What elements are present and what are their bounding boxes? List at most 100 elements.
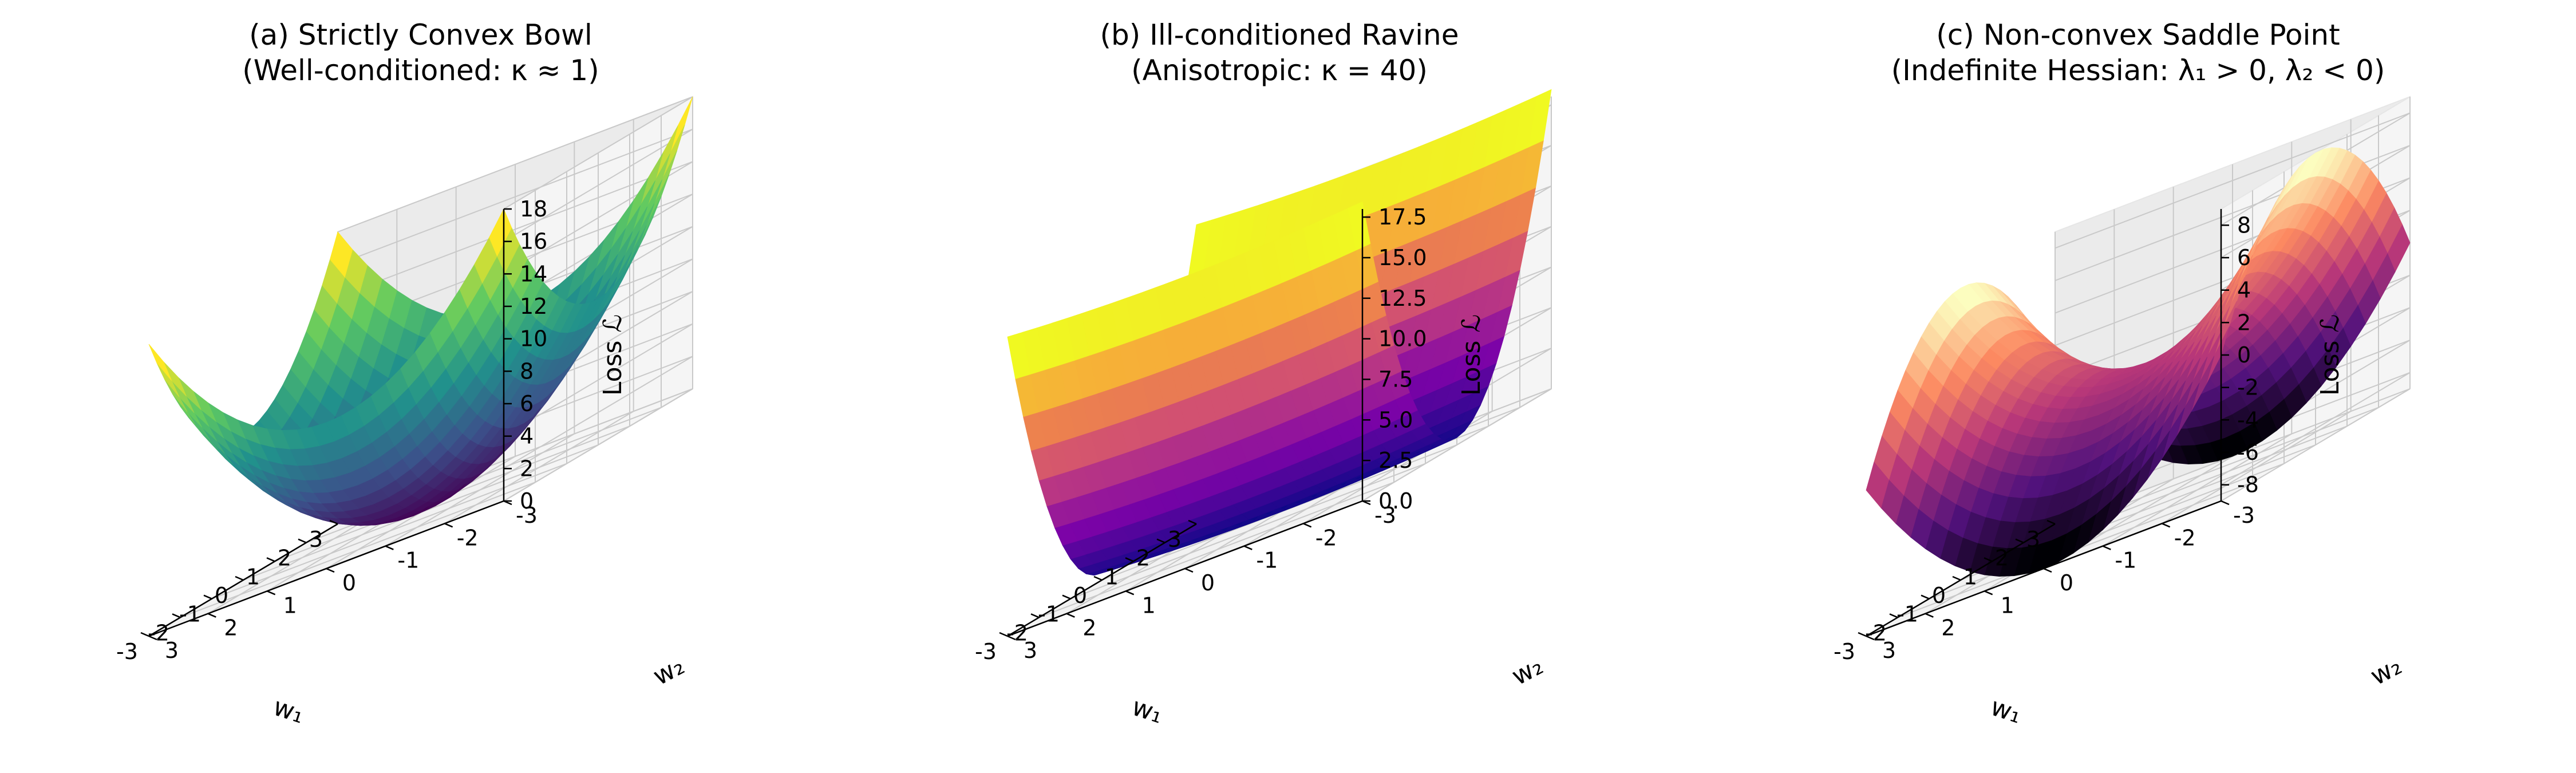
y-tick-label: -2: [457, 525, 479, 550]
x-tick-mark: [1188, 519, 1197, 525]
grid-line: [337, 128, 693, 265]
y-tick-label: -1: [397, 548, 419, 573]
z-tick-label: 2: [2237, 310, 2251, 335]
y-tick-mark: [1984, 590, 1993, 595]
x-tick-mark: [329, 519, 338, 525]
x-tick-mark: [1062, 594, 1071, 600]
y-tick-label: 3: [1882, 638, 1896, 663]
z-tick-label: 16: [520, 229, 547, 254]
y-tick-mark: [1184, 567, 1194, 573]
x-tick-label: -3: [116, 639, 138, 664]
y-tick-label: -2: [2174, 525, 2196, 550]
z-axis-label: Loss ℒ: [2316, 314, 2345, 396]
x-tick-label: -1: [1897, 602, 1918, 627]
x-tick-mark: [1030, 613, 1040, 618]
x-tick-label: -3: [1834, 639, 1855, 664]
y-tick-mark: [207, 613, 216, 618]
z-tick-label: 6: [520, 391, 534, 416]
panel-subtitle: (Indefinite Hessian: λ₁ > 0, λ₂ < 0): [1891, 54, 2385, 87]
z-tick-label: 17.5: [1378, 204, 1427, 230]
x-tick-label: 1: [246, 564, 260, 589]
y-tick-mark: [1866, 635, 1875, 641]
y-tick-mark: [2043, 567, 2052, 573]
x-tick-label: 1: [1105, 564, 1119, 589]
grid-line: [337, 194, 693, 330]
x-tick-mark: [140, 632, 149, 637]
x-tick-mark: [1125, 557, 1134, 562]
x-tick-mark: [1952, 575, 1961, 581]
y-tick-label: -3: [2233, 503, 2255, 528]
z-tick-label: 4: [2237, 278, 2251, 303]
z-tick-label: 0: [520, 488, 534, 514]
z-tick-label: 10.0: [1378, 326, 1427, 352]
y-tick-label: 1: [283, 593, 297, 618]
x-tick-mark: [999, 632, 1008, 637]
x-tick-label: 0: [1932, 583, 1946, 608]
z-tick-label: -8: [2237, 472, 2259, 498]
y-tick-mark: [1925, 613, 1934, 618]
y-tick-mark: [385, 545, 394, 550]
z-tick-label: -4: [2237, 407, 2259, 432]
y-tick-label: 0: [2060, 570, 2073, 595]
z-tick-label: 0.0: [1378, 488, 1413, 514]
x-axis-label: w₁: [1987, 692, 2025, 729]
x-tick-label: -3: [975, 639, 997, 664]
x-tick-mark: [1984, 557, 1993, 562]
y-tick-label: 0: [1201, 570, 1215, 595]
x-axis-label: w₁: [270, 692, 308, 729]
y-tick-label: -1: [2115, 548, 2136, 573]
y-tick-mark: [326, 567, 335, 573]
surface-patch: [148, 344, 172, 381]
y-tick-label: 2: [1941, 616, 1955, 641]
panel-subtitle: (Well-conditioned: κ ≈ 1): [242, 54, 599, 87]
y-tick-label: 3: [1024, 638, 1037, 663]
x-tick-label: 2: [1995, 546, 2009, 571]
x-tick-label: -2: [1006, 620, 1028, 645]
panel-subtitle: (Anisotropic: κ = 40): [1131, 54, 1428, 87]
x-tick-label: 3: [1168, 527, 1182, 552]
x-tick-label: 2: [1136, 546, 1150, 571]
y-tick-mark: [148, 635, 157, 641]
z-axis-label: Loss ℒ: [1457, 314, 1486, 396]
x-tick-label: 3: [309, 527, 323, 552]
y-tick-mark: [267, 590, 276, 595]
y-axis-label: w₂: [1507, 651, 1548, 691]
x-tick-mark: [1093, 575, 1103, 581]
panel-title: (c) Non-convex Saddle Point: [1936, 18, 2340, 52]
z-tick-label: 14: [520, 261, 547, 286]
surface-patch: [1866, 462, 1890, 508]
y-tick-mark: [1007, 635, 1016, 641]
z-tick-label: 18: [520, 196, 547, 222]
y-tick-mark: [1066, 613, 1075, 618]
x-tick-label: 2: [278, 546, 291, 571]
z-tick-label: -2: [2237, 375, 2259, 400]
x-tick-mark: [1921, 594, 1930, 600]
x-tick-label: 0: [215, 583, 228, 608]
surface-patch: [1007, 332, 1031, 380]
z-tick-label: -6: [2237, 440, 2259, 465]
y-tick-label: 1: [1142, 593, 1156, 618]
y-tick-label: 2: [1082, 616, 1096, 641]
y-tick-mark: [1243, 545, 1253, 550]
z-tick-label: 0: [2237, 342, 2251, 368]
y-tick-label: 2: [224, 616, 238, 641]
x-tick-label: -1: [1038, 602, 1060, 627]
y-tick-mark: [1125, 590, 1135, 595]
x-tick-label: -2: [148, 620, 169, 645]
x-tick-label: 3: [2026, 527, 2040, 552]
x-tick-mark: [235, 575, 244, 581]
y-tick-mark: [2102, 545, 2111, 550]
y-tick-label: -2: [1315, 525, 1337, 550]
x-tick-label: 1: [1963, 564, 1977, 589]
x-tick-mark: [298, 538, 307, 543]
z-tick-label: 2: [520, 456, 534, 481]
x-tick-mark: [1889, 613, 1898, 618]
y-tick-mark: [2162, 523, 2171, 528]
z-tick-label: 2.5: [1378, 448, 1413, 473]
x-tick-mark: [266, 557, 275, 562]
x-tick-mark: [1858, 632, 1867, 637]
